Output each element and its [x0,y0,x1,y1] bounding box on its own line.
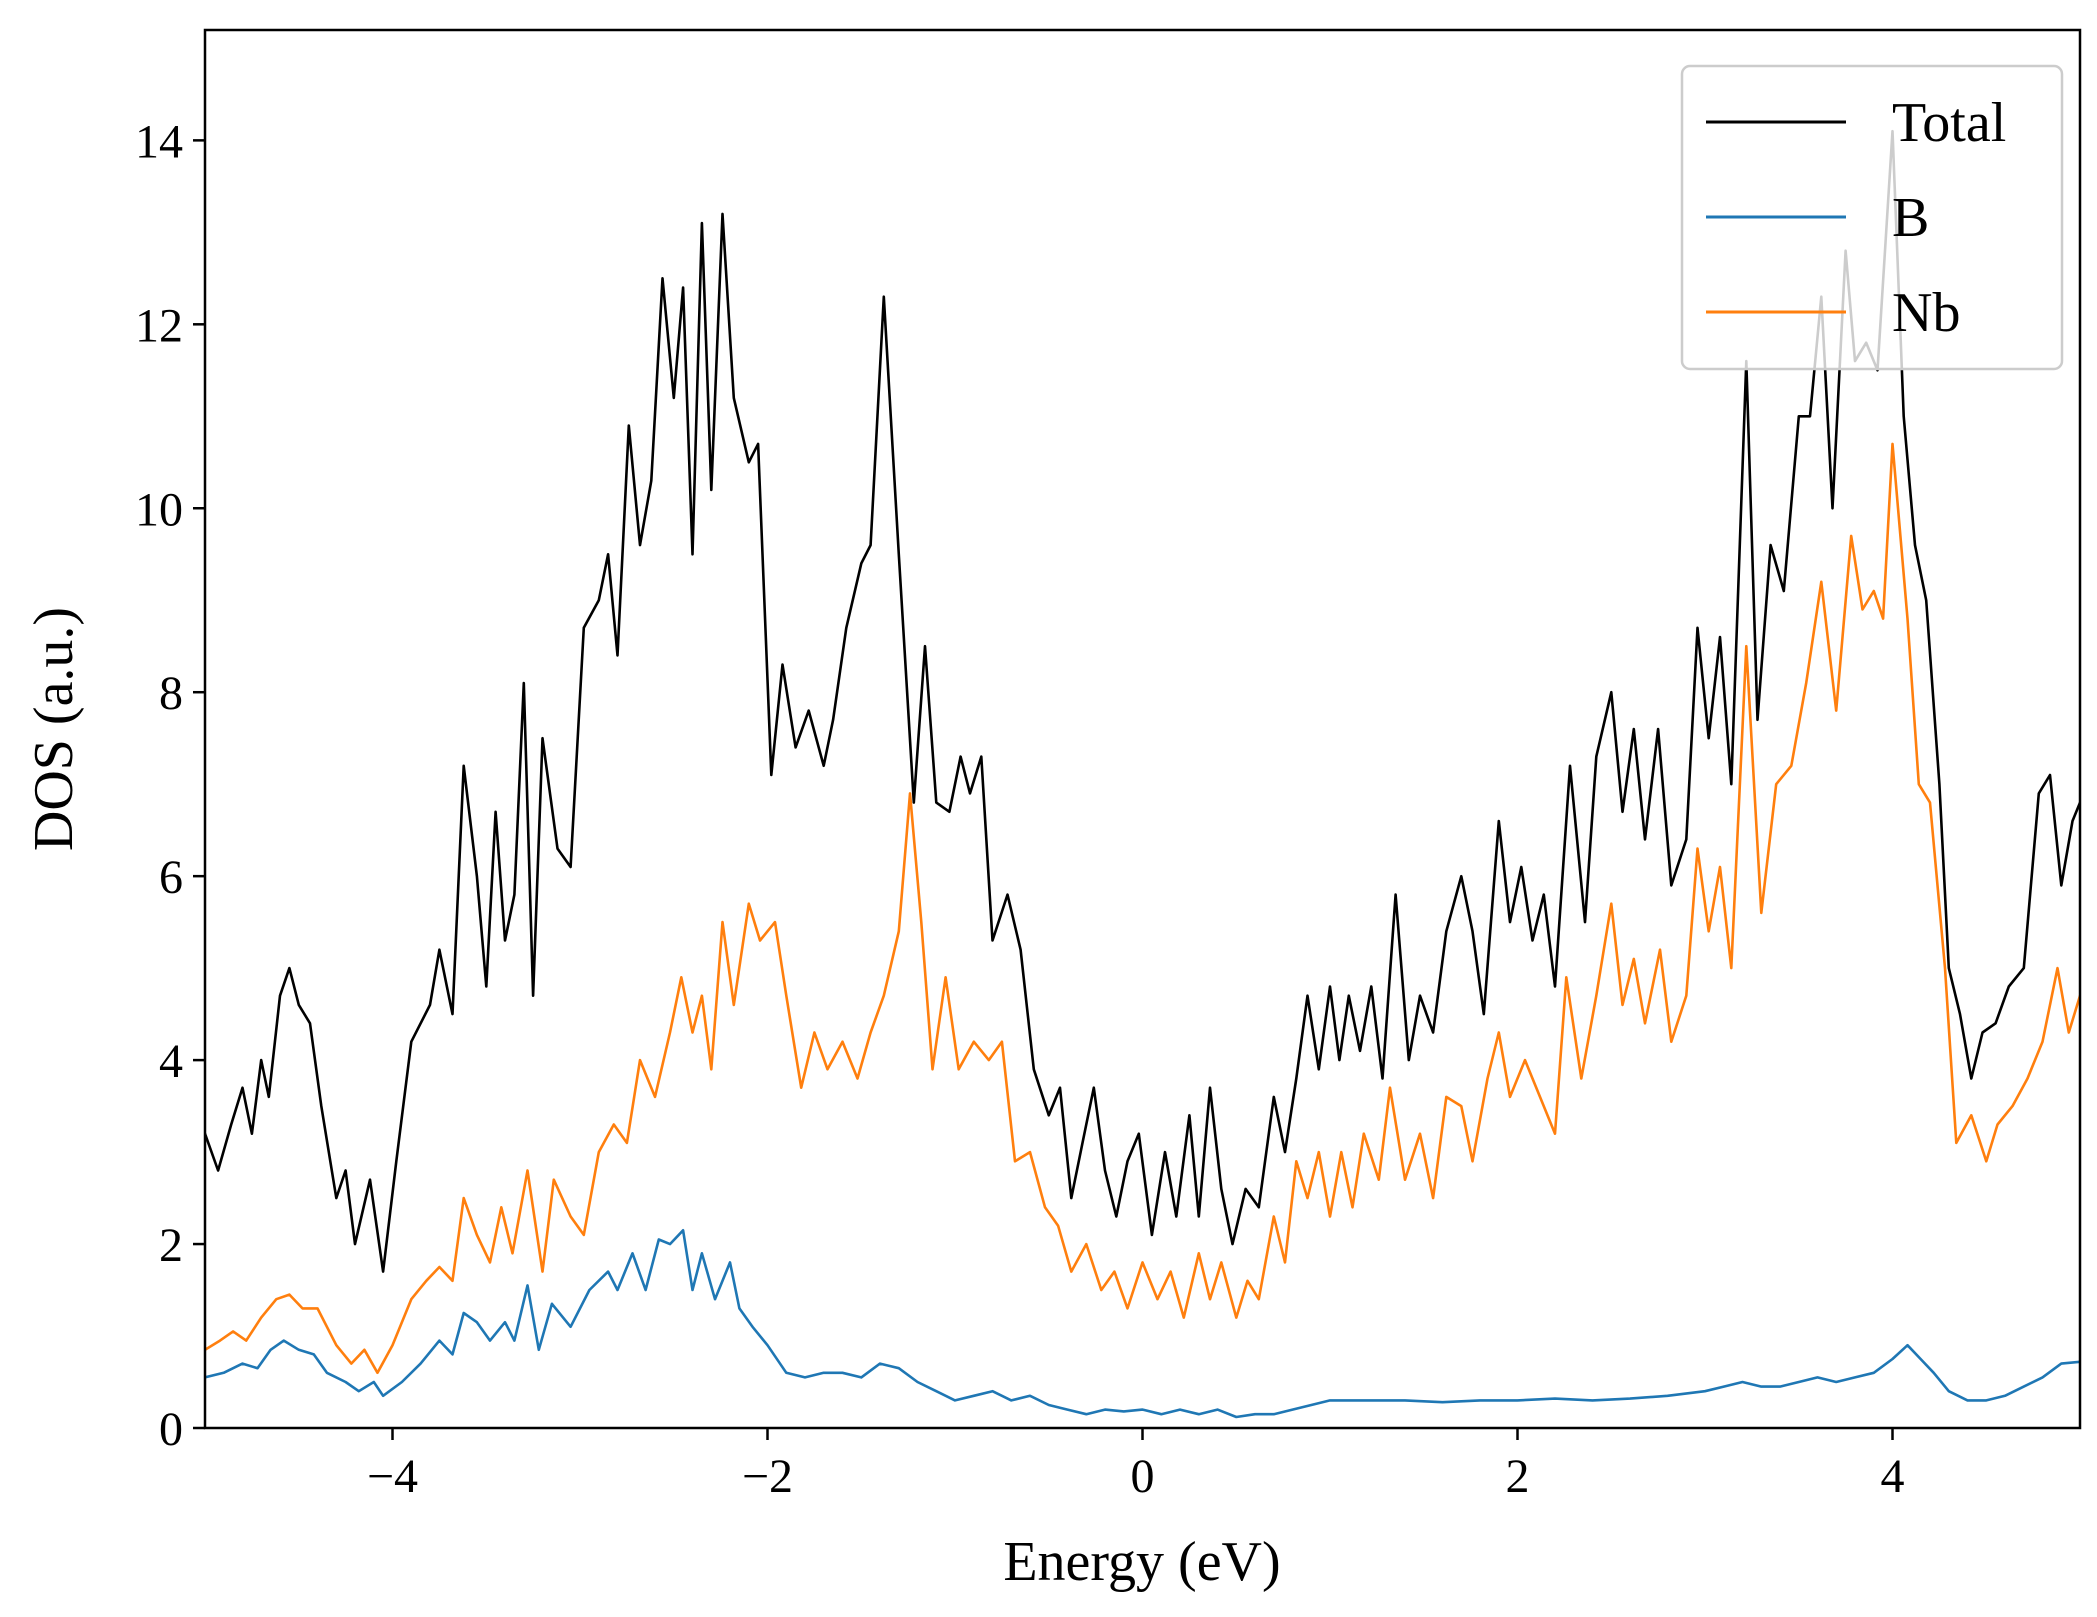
series-line-total [205,129,2080,1273]
legend-label-total: Total [1892,92,2006,154]
y-axis-title: DOS (a.u.) [23,607,85,851]
y-tick-label: 12 [135,299,183,352]
y-tick-label: 2 [159,1219,183,1272]
x-tick-label: 0 [1131,1450,1155,1503]
x-tick-label: 2 [1506,1450,1530,1503]
y-tick-label: 14 [135,115,183,168]
series-layer [205,129,2080,1419]
y-tick-label: 10 [135,483,183,536]
y-axis: 0 2 4 6 8 10 12 14 [135,115,205,1456]
x-tick-label: −4 [367,1450,418,1503]
y-tick-label: 6 [159,851,183,904]
y-tick-label: 0 [159,1403,183,1456]
legend-box [1680,64,2064,371]
series-line-nb [205,442,2080,1375]
legend-label-nb: Nb [1892,282,1960,344]
y-tick-label: 4 [159,1035,183,1088]
x-tick-label: −2 [742,1450,793,1503]
legend-label-b: B [1892,187,1929,249]
y-tick-label: 8 [159,667,183,720]
legend: Total B Nb [1680,64,2064,371]
x-tick-label: 4 [1881,1450,1905,1503]
x-axis-title: Energy (eV) [1003,1531,1280,1593]
series-line-b [205,1229,2080,1419]
x-axis: −4 −2 0 2 4 [367,1428,1905,1503]
